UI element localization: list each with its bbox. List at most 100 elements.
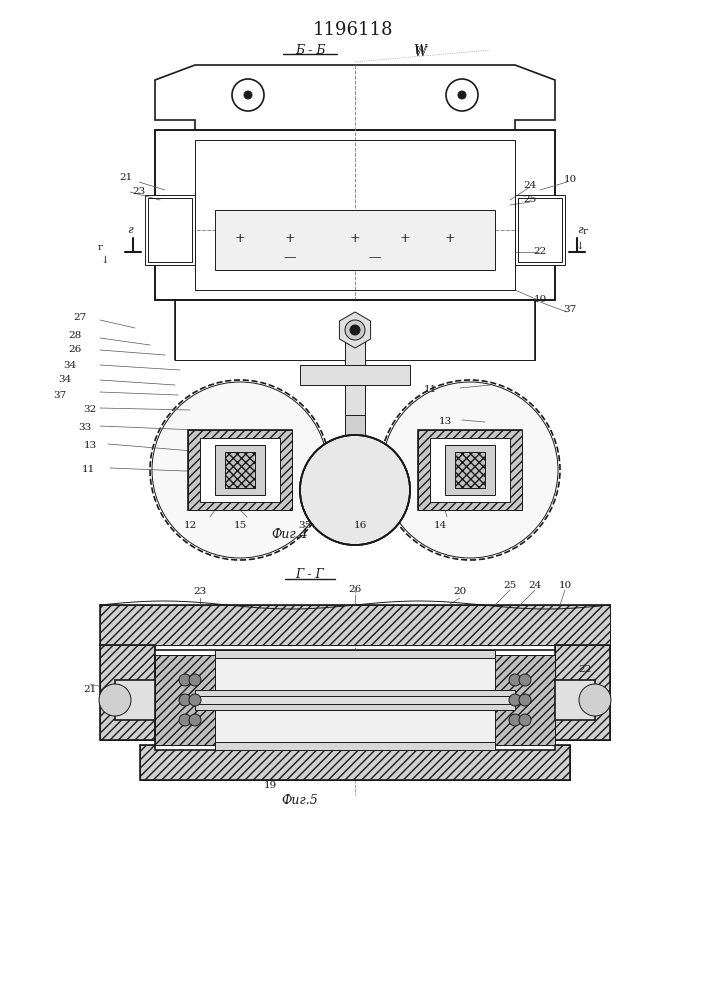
Bar <box>195 696 515 704</box>
Bar <box>345 330 365 420</box>
Bar <box>418 430 522 510</box>
Text: +: + <box>285 232 296 244</box>
Text: 23: 23 <box>132 188 146 196</box>
Bar <box>195 690 515 710</box>
Text: Фиг.4: Фиг.4 <box>271 528 308 542</box>
Text: —: — <box>369 251 381 264</box>
Text: 22: 22 <box>578 666 592 674</box>
Circle shape <box>519 714 531 726</box>
Bar <box>160 655 550 745</box>
Circle shape <box>579 684 611 716</box>
Bar <box>145 195 195 265</box>
Text: ↓: ↓ <box>575 241 585 250</box>
Text: 27: 27 <box>74 312 87 322</box>
Bar <box>155 650 555 750</box>
Circle shape <box>509 714 521 726</box>
Polygon shape <box>155 65 555 130</box>
Text: +: + <box>350 232 361 244</box>
Circle shape <box>189 714 201 726</box>
Bar <box>215 210 495 270</box>
Text: ↓: ↓ <box>100 255 110 264</box>
Bar <box>455 452 485 488</box>
Bar <box>225 452 255 488</box>
Text: 12: 12 <box>183 520 197 530</box>
Bar <box>100 605 610 645</box>
Text: 21: 21 <box>119 172 133 182</box>
Bar <box>100 645 155 740</box>
Circle shape <box>179 674 191 686</box>
Bar <box>300 365 410 385</box>
Bar <box>175 300 535 360</box>
Circle shape <box>179 714 191 726</box>
Text: Фиг.5: Фиг.5 <box>281 794 318 806</box>
Text: +: + <box>399 232 410 244</box>
Text: +: + <box>235 232 245 244</box>
Bar <box>188 430 292 510</box>
Bar <box>555 645 610 740</box>
Text: г: г <box>577 225 583 235</box>
Text: 14: 14 <box>433 520 447 530</box>
Text: г: г <box>127 225 133 235</box>
Bar <box>225 452 255 488</box>
Circle shape <box>509 674 521 686</box>
Text: 13: 13 <box>438 418 452 426</box>
Circle shape <box>179 694 191 706</box>
Text: W: W <box>414 45 426 58</box>
Bar <box>418 430 522 510</box>
Circle shape <box>189 694 201 706</box>
Text: 23: 23 <box>194 587 206 596</box>
Bar <box>555 680 595 720</box>
Bar <box>555 645 610 740</box>
Text: г: г <box>98 243 103 252</box>
Text: +: + <box>445 232 455 244</box>
Bar <box>155 130 555 300</box>
Bar <box>140 745 570 780</box>
Text: 1196118: 1196118 <box>312 21 393 39</box>
Text: 26: 26 <box>69 346 81 355</box>
Bar <box>215 742 495 750</box>
Text: 37: 37 <box>563 306 577 314</box>
Bar <box>195 140 515 290</box>
Circle shape <box>152 382 328 558</box>
Circle shape <box>382 382 558 558</box>
Bar <box>140 745 570 780</box>
Bar <box>155 655 215 745</box>
Text: 19: 19 <box>264 780 276 790</box>
Bar <box>155 130 555 300</box>
Bar <box>188 430 292 510</box>
Text: 10: 10 <box>533 296 547 304</box>
Bar <box>155 690 555 710</box>
Circle shape <box>509 694 521 706</box>
Bar <box>445 445 495 495</box>
Text: 25: 25 <box>523 196 537 205</box>
Text: 24: 24 <box>523 180 537 190</box>
Bar <box>100 645 155 740</box>
Polygon shape <box>339 312 370 348</box>
Text: W: W <box>414 43 426 56</box>
Text: 15: 15 <box>233 520 247 530</box>
Circle shape <box>244 91 252 99</box>
Circle shape <box>189 674 201 686</box>
Text: Б - Б: Б - Б <box>295 43 325 56</box>
Text: 22: 22 <box>533 247 547 256</box>
Circle shape <box>519 674 531 686</box>
Text: г: г <box>583 228 588 236</box>
Bar <box>215 445 265 495</box>
Text: 28: 28 <box>69 330 81 340</box>
Bar <box>455 452 485 488</box>
Text: 20: 20 <box>453 587 467 596</box>
Text: 25: 25 <box>503 580 517 589</box>
Text: 16: 16 <box>354 520 367 530</box>
Text: 26: 26 <box>349 585 361 594</box>
Circle shape <box>458 91 466 99</box>
Text: 35: 35 <box>298 520 312 530</box>
Bar <box>430 438 510 502</box>
Text: 37: 37 <box>53 390 66 399</box>
Text: 32: 32 <box>83 406 97 414</box>
Text: 10: 10 <box>563 176 577 184</box>
Text: 21: 21 <box>83 686 97 694</box>
Text: 33: 33 <box>78 424 92 432</box>
Circle shape <box>300 435 410 545</box>
Bar <box>200 438 280 502</box>
Circle shape <box>519 694 531 706</box>
